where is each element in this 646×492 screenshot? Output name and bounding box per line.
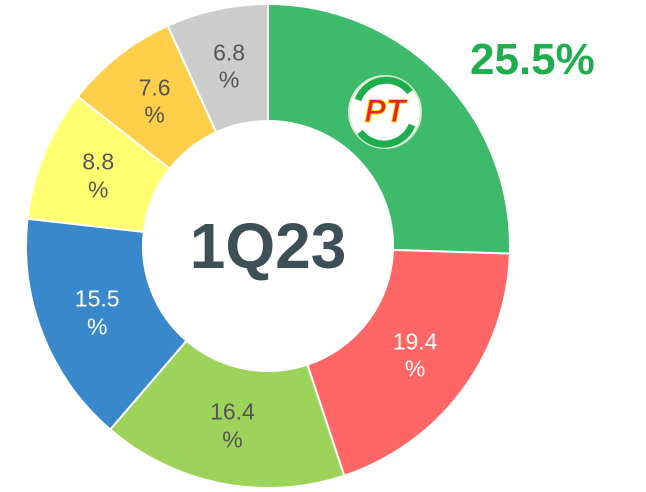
- logo: PT: [348, 75, 422, 149]
- slice-label: 15.5 %: [74, 285, 120, 339]
- slice-label: 6.8 %: [213, 39, 246, 93]
- logo-text: PT: [365, 93, 408, 129]
- slice: [166, 2, 269, 134]
- logo-arc: [357, 123, 416, 148]
- slice: [306, 248, 511, 477]
- slices: [25, 2, 511, 489]
- slice-label: 7.6 %: [138, 74, 171, 128]
- center-label: 1Q23: [189, 210, 347, 282]
- slice-label: 25.5%: [470, 35, 595, 84]
- logo-ring: [348, 75, 422, 149]
- slice-label: 16.4 %: [210, 398, 255, 453]
- slice: [25, 217, 188, 431]
- slice-label: 19.4 %: [392, 328, 438, 382]
- logo-arc: [354, 76, 413, 102]
- slice: [108, 339, 346, 489]
- slice-label: 8.8 %: [82, 148, 115, 203]
